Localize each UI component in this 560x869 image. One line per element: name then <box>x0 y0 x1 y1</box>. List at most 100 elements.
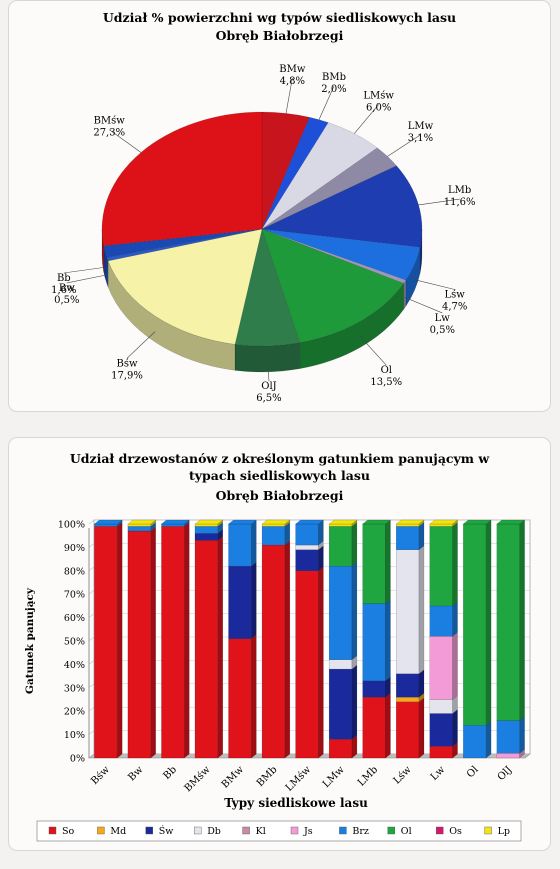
bar-side-ol-ol <box>485 519 492 726</box>
pie-slices <box>101 111 423 347</box>
pie-value-lw: 0,5% <box>430 325 455 336</box>
bar-segment-lmb-ol <box>362 523 386 604</box>
pie-side-lw <box>403 279 407 311</box>
pie-label-lmśw: LMśw <box>363 90 394 101</box>
bar-side-bmśw-so <box>217 535 223 759</box>
pie-value-bmb: 2,0% <box>321 84 346 95</box>
bar-segment-bmśw-lp <box>194 523 218 527</box>
bar-top-bmb <box>261 519 291 525</box>
bar-segment-lśw-św <box>396 673 420 698</box>
y-tick-label: 10% <box>64 730 85 741</box>
bar-segment-bmb-so <box>261 544 286 759</box>
bar-segment-bśw-brz <box>94 523 118 527</box>
bar-top-olj <box>496 519 526 525</box>
bar-segment-bmśw-brz <box>194 526 218 534</box>
bar-segment-bmśw-św <box>194 533 218 541</box>
gridline-diag <box>88 730 95 735</box>
bar-side-lśw-św <box>418 669 425 698</box>
y-tick-label: 90% <box>64 543 85 554</box>
x-tick-label: LMb <box>356 764 380 788</box>
bar-segment-lw-js <box>429 636 453 700</box>
legend-swatch-kl <box>242 826 250 835</box>
bar-side-bśw-so <box>116 521 123 759</box>
gridline-diag <box>88 707 95 712</box>
bar-segment-olj-ol <box>496 523 520 721</box>
pie-slice-bmb <box>261 116 329 230</box>
legend-swatch-db <box>193 826 202 835</box>
bar-side-ol-brz <box>485 720 492 759</box>
gridline-diag <box>88 660 95 665</box>
pie-slice-bmw <box>261 111 310 230</box>
pie-label-bw: Bw <box>59 283 75 294</box>
bar-side-bmśw-brz <box>217 521 223 534</box>
bar-side-bw-lp <box>150 519 156 527</box>
pie-label-bmw: BMw <box>279 64 306 75</box>
bar-side-bmśw-lp <box>217 519 223 527</box>
bar-segment-lmw-db <box>328 659 353 670</box>
bar-side-lmb-ol <box>385 519 391 604</box>
gridline-diag <box>88 590 95 595</box>
legend-swatch-św <box>145 826 154 835</box>
bar-stack-olj: OlJ <box>496 519 526 783</box>
pie-label-lmw: LMw <box>408 121 434 132</box>
bar-segment-lmb-św <box>362 680 386 698</box>
legend-label-os: Os <box>449 826 462 837</box>
legend-swatch-js <box>290 826 299 835</box>
bar-stack-bmw: BMw <box>220 519 257 791</box>
pie-leader-bmśw <box>109 129 142 153</box>
bar-segment-lmw-so <box>328 739 353 759</box>
pie-leader-lśw <box>414 279 455 290</box>
y-tick-label: 0% <box>70 754 85 765</box>
pie-value-bb: 1,6% <box>51 285 76 296</box>
legend-label-lp: Lp <box>498 826 510 837</box>
bar-top-bśw <box>93 519 123 525</box>
bar-top-bmśw <box>194 519 224 525</box>
pie-leader-bmw <box>285 77 293 114</box>
pie-leader-lmb <box>418 198 460 206</box>
x-tick-label: Lw <box>429 764 448 783</box>
bar-stack-bb: Bb <box>160 519 190 782</box>
gridline-diag <box>88 613 95 618</box>
bar-side-lw-so <box>452 741 458 759</box>
bar-segment-bw-brz <box>127 526 151 532</box>
bar-side-olj-js <box>519 748 525 759</box>
pie-slice-lw <box>261 228 407 284</box>
pie-slice-olj <box>234 228 301 347</box>
bar-segment-bw-so <box>127 530 151 759</box>
bar-chart-subtitle: Obręb Białobrzegi <box>215 488 344 503</box>
bar-segment-lw-so <box>429 746 453 759</box>
bar-segment-lmw-św <box>328 668 353 740</box>
pie-label-lw: Lw <box>435 313 451 324</box>
pie-label-ol: Ol <box>381 365 392 376</box>
y-axis-title: Gatunek panujący <box>24 587 36 694</box>
y-tick-label: 30% <box>64 683 85 694</box>
bar-side-bmw-brz <box>251 519 257 567</box>
legend-label-db: Db <box>207 826 221 837</box>
pie-leader-bśw <box>126 331 156 359</box>
bar-side-lw-brz <box>452 601 458 637</box>
bar-segment-bmw-św <box>228 565 252 639</box>
gridline-diag <box>88 753 95 759</box>
pie-value-lmb: 11,6% <box>444 197 476 208</box>
bar-segment-bmśw-so <box>194 540 218 759</box>
pie-slice-bmśw <box>101 111 263 247</box>
bar-segment-bmw-brz <box>228 523 252 567</box>
x-axis-title: Typy siedliskowe lasu <box>224 796 368 810</box>
pie-leader-ol <box>360 336 387 366</box>
legend-swatch-ol <box>387 826 395 835</box>
pie-label-bmśw: BMśw <box>94 116 126 127</box>
x-tick-label: BMśw <box>183 764 213 794</box>
pie-leader-bb <box>63 266 106 274</box>
bar-side-lmśw-brz <box>318 519 324 546</box>
bar-top-lw <box>429 519 459 525</box>
x-tick-label: Bw <box>126 764 145 783</box>
bar-segment-olj-js <box>496 753 520 759</box>
bar-top-bw <box>127 519 157 525</box>
pie-value-lśw: 4,7% <box>442 302 467 313</box>
pie-slice-bb <box>103 228 263 258</box>
legend-label-brz: Brz <box>352 826 369 837</box>
bar-side-lmw-db <box>351 655 358 670</box>
pie-label-lśw: Lśw <box>445 290 466 301</box>
legend-label-ol: Ol <box>401 826 412 837</box>
